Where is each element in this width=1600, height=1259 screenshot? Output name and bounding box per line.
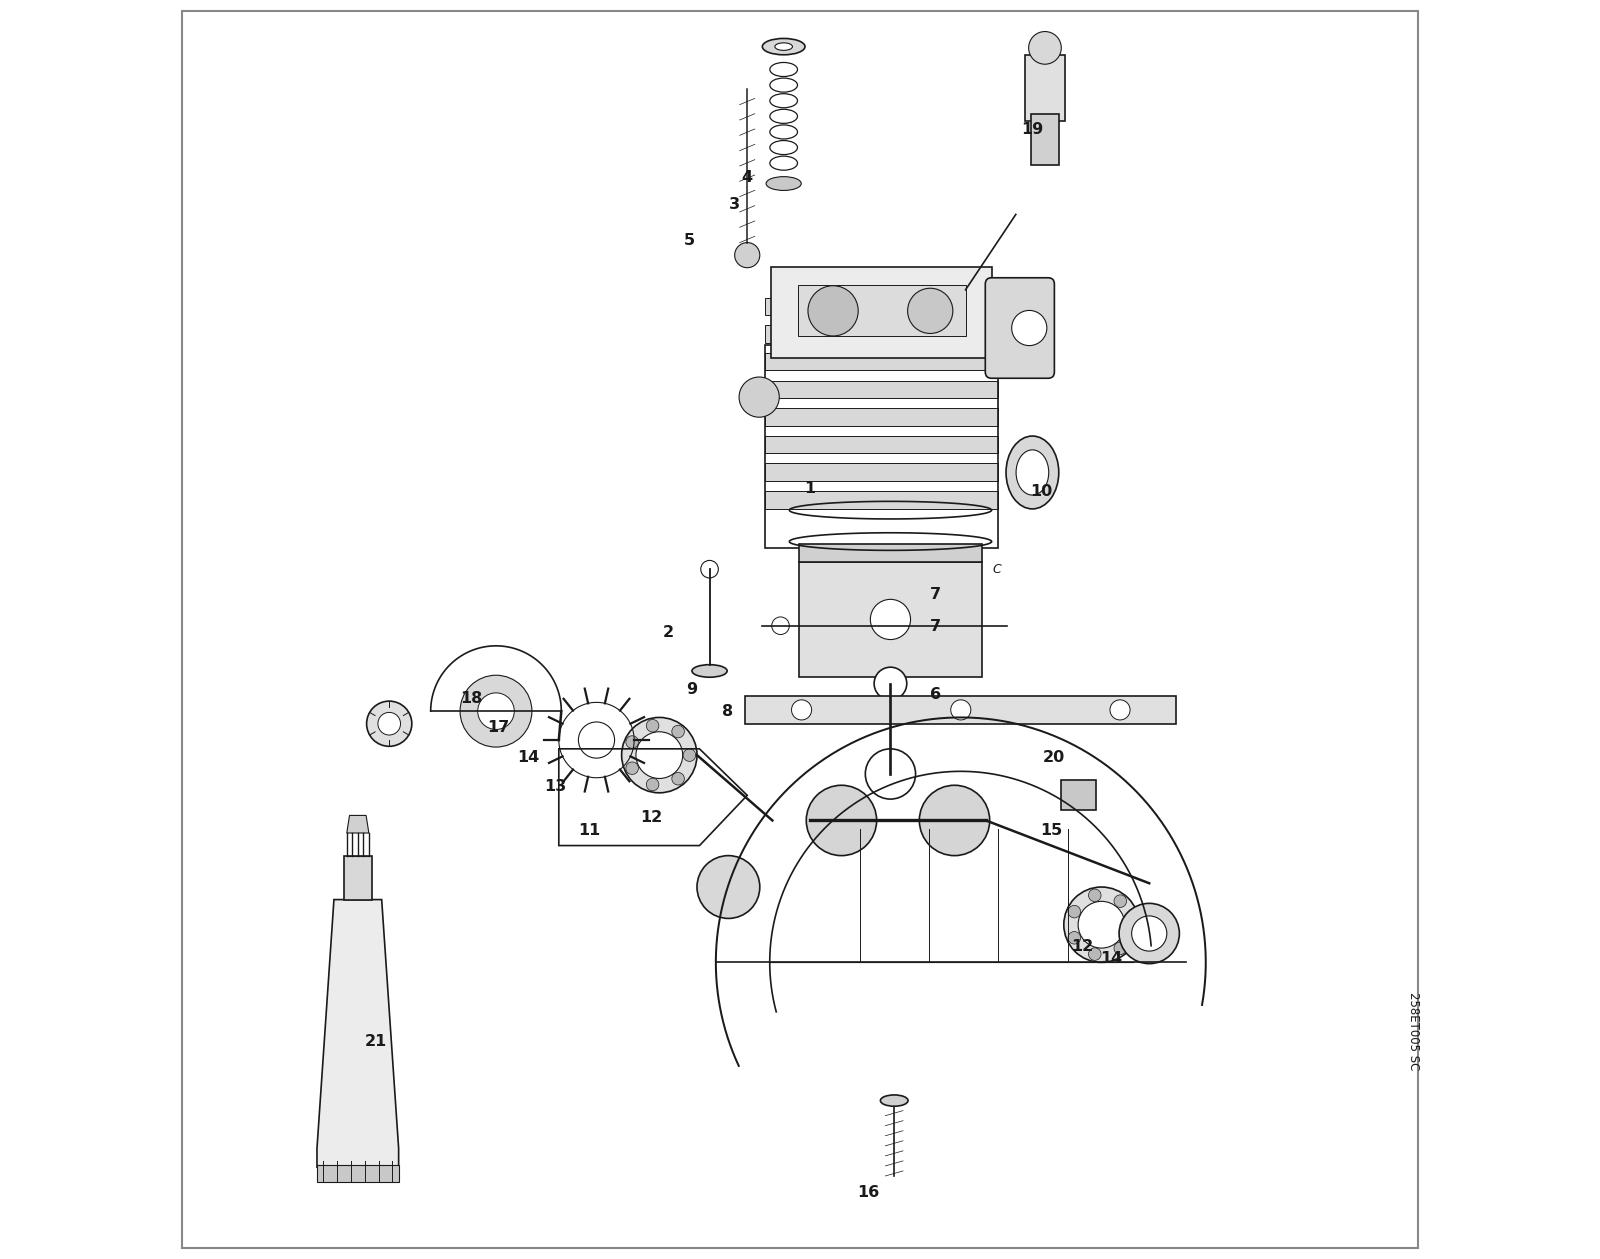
Circle shape bbox=[1110, 700, 1130, 720]
Circle shape bbox=[1029, 31, 1061, 64]
Circle shape bbox=[626, 762, 638, 774]
Circle shape bbox=[378, 713, 400, 735]
Text: 8: 8 bbox=[722, 704, 733, 719]
Circle shape bbox=[672, 773, 685, 784]
Circle shape bbox=[626, 735, 638, 748]
Circle shape bbox=[1088, 889, 1101, 901]
Bar bbox=[800, 562, 981, 677]
Text: 258ET005 SC: 258ET005 SC bbox=[1406, 992, 1419, 1070]
Text: 2: 2 bbox=[662, 624, 674, 640]
Circle shape bbox=[950, 700, 971, 720]
Circle shape bbox=[1011, 311, 1046, 345]
Circle shape bbox=[579, 721, 614, 758]
Bar bbox=[1026, 55, 1066, 121]
Circle shape bbox=[1069, 932, 1080, 944]
Text: 6: 6 bbox=[930, 687, 941, 703]
Circle shape bbox=[698, 856, 760, 918]
Circle shape bbox=[874, 667, 907, 700]
Circle shape bbox=[461, 675, 531, 747]
Circle shape bbox=[920, 786, 990, 856]
Ellipse shape bbox=[880, 1095, 909, 1107]
Bar bbox=[1061, 781, 1096, 811]
Ellipse shape bbox=[1006, 436, 1059, 509]
Bar bbox=[765, 408, 998, 426]
Text: 4: 4 bbox=[742, 170, 754, 185]
Circle shape bbox=[701, 560, 718, 578]
Bar bbox=[317, 1165, 398, 1182]
Text: C: C bbox=[994, 563, 1002, 575]
Bar bbox=[765, 325, 998, 342]
Circle shape bbox=[1114, 942, 1126, 954]
Text: 13: 13 bbox=[544, 779, 566, 794]
Polygon shape bbox=[347, 816, 370, 833]
Text: 18: 18 bbox=[459, 691, 482, 706]
Circle shape bbox=[1114, 895, 1126, 908]
Circle shape bbox=[866, 749, 915, 799]
Text: 12: 12 bbox=[640, 811, 662, 826]
Bar bbox=[765, 345, 998, 548]
Circle shape bbox=[739, 376, 779, 417]
Ellipse shape bbox=[691, 665, 726, 677]
Circle shape bbox=[1064, 888, 1139, 962]
Circle shape bbox=[806, 786, 877, 856]
Bar bbox=[800, 544, 981, 562]
Circle shape bbox=[808, 286, 858, 336]
Ellipse shape bbox=[774, 43, 792, 50]
Circle shape bbox=[646, 778, 659, 791]
Bar bbox=[344, 856, 371, 900]
Bar bbox=[765, 353, 998, 370]
Circle shape bbox=[771, 617, 789, 635]
Ellipse shape bbox=[1016, 449, 1048, 495]
Text: 19: 19 bbox=[1021, 122, 1043, 137]
Text: 12: 12 bbox=[1072, 938, 1094, 953]
Bar bbox=[1030, 115, 1059, 165]
Circle shape bbox=[734, 243, 760, 268]
Ellipse shape bbox=[766, 176, 802, 190]
Text: 17: 17 bbox=[488, 720, 510, 735]
Circle shape bbox=[366, 701, 411, 747]
Circle shape bbox=[683, 749, 696, 762]
Text: 1: 1 bbox=[805, 481, 816, 496]
Bar bbox=[765, 380, 998, 398]
Text: 14: 14 bbox=[1101, 951, 1123, 966]
Polygon shape bbox=[317, 900, 398, 1167]
Circle shape bbox=[478, 692, 514, 729]
Circle shape bbox=[792, 700, 811, 720]
FancyBboxPatch shape bbox=[986, 278, 1054, 378]
Circle shape bbox=[622, 718, 698, 793]
Circle shape bbox=[646, 719, 659, 731]
Bar bbox=[765, 297, 998, 315]
Circle shape bbox=[635, 731, 683, 778]
Bar bbox=[765, 491, 998, 509]
Ellipse shape bbox=[762, 39, 805, 55]
Text: 9: 9 bbox=[686, 682, 698, 697]
Circle shape bbox=[672, 725, 685, 738]
Text: 3: 3 bbox=[730, 198, 741, 213]
Text: 7: 7 bbox=[930, 619, 941, 635]
Text: 20: 20 bbox=[1043, 750, 1066, 765]
Circle shape bbox=[1125, 918, 1138, 930]
Circle shape bbox=[1069, 905, 1080, 918]
Circle shape bbox=[1078, 901, 1125, 948]
Bar bbox=[771, 267, 992, 359]
Bar bbox=[765, 436, 998, 453]
Text: 15: 15 bbox=[1040, 823, 1062, 838]
Circle shape bbox=[870, 599, 910, 640]
Text: 5: 5 bbox=[683, 233, 694, 248]
Circle shape bbox=[1088, 948, 1101, 961]
Text: 10: 10 bbox=[1030, 483, 1053, 499]
Text: 14: 14 bbox=[517, 750, 539, 765]
Bar bbox=[746, 696, 1176, 724]
Text: 11: 11 bbox=[578, 823, 600, 838]
Circle shape bbox=[1118, 904, 1179, 963]
Text: 21: 21 bbox=[365, 1034, 387, 1049]
Bar bbox=[798, 286, 965, 336]
Circle shape bbox=[1131, 915, 1166, 951]
Text: 16: 16 bbox=[856, 1185, 878, 1200]
Bar bbox=[765, 463, 998, 481]
Circle shape bbox=[907, 288, 954, 334]
Text: 7: 7 bbox=[930, 587, 941, 602]
